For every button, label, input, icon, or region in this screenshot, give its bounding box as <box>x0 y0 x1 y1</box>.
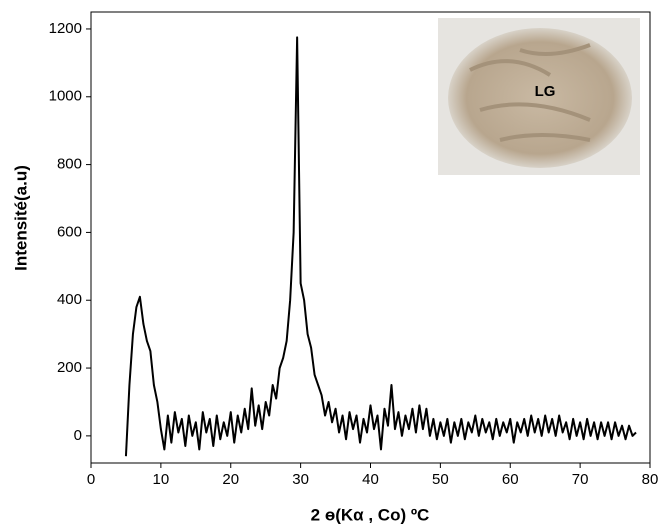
x-tick-label: 20 <box>222 471 239 488</box>
x-tick-label: 50 <box>432 471 449 488</box>
y-tick-label: 600 <box>57 223 82 240</box>
x-tick-label: 0 <box>87 471 95 488</box>
y-tick-label: 800 <box>57 156 82 173</box>
y-tick-label: 1200 <box>49 20 82 37</box>
inset-label: LG <box>535 83 556 100</box>
inset-photo: LG <box>438 18 640 175</box>
y-tick-label: 200 <box>57 359 82 376</box>
x-tick-label: 70 <box>572 471 589 488</box>
x-tick-label: 30 <box>292 471 309 488</box>
x-axis-label: 2 ө(Kα , Co) ºC <box>311 505 430 524</box>
y-axis-label: Intensité(a.u) <box>11 165 30 271</box>
x-tick-label: 40 <box>362 471 379 488</box>
x-tick-label: 80 <box>642 471 659 488</box>
y-tick-label: 0 <box>74 427 82 444</box>
x-tick-label: 10 <box>153 471 170 488</box>
data-line <box>124 36 637 457</box>
x-tick-label: 60 <box>502 471 519 488</box>
y-tick-label: 400 <box>57 291 82 308</box>
y-tick-label: 1000 <box>49 88 82 105</box>
